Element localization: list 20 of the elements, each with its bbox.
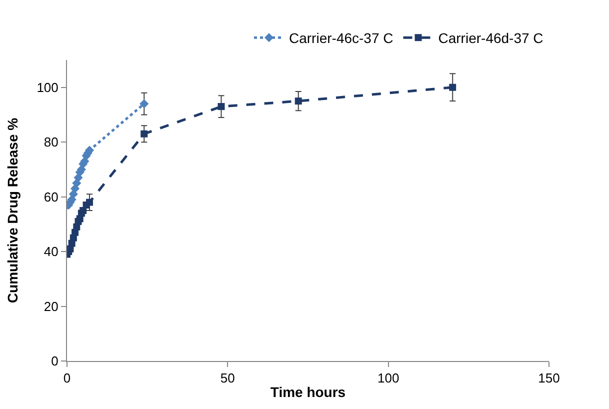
y-tick-label: 0 [51,354,58,369]
x-tick-label: 0 [63,370,71,386]
y-tick-label: 80 [44,134,58,150]
x-axis-title: Time hours [270,384,346,400]
point [140,130,148,138]
y-axis-title: Cumulative Drug Release % [4,117,20,304]
legend-label: Carrier-46c-37 C [289,30,394,46]
point [218,103,225,110]
point [294,98,302,105]
y-tick-label: 100 [36,80,58,95]
point [86,198,93,206]
x-tick-label: 150 [538,370,560,386]
x-tick-label: 50 [220,370,235,386]
x-tick-label: 100 [377,370,400,386]
legend-label: Carrier-46d-37 C [438,30,544,46]
point [140,99,149,108]
y-tick-label: 20 [44,298,58,314]
y-tick-label: 60 [44,189,58,204]
point [449,84,456,91]
y-tick-label: 40 [44,244,58,260]
